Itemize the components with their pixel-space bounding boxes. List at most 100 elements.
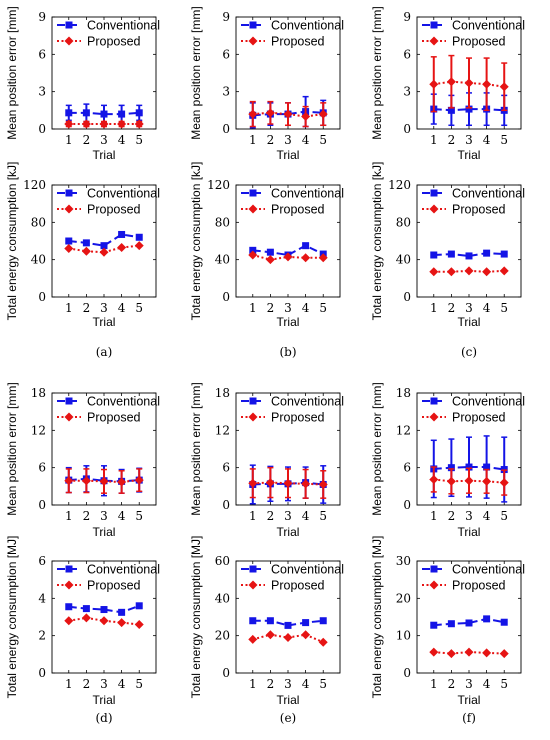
y-tick-label: 9 <box>222 10 230 24</box>
data-point <box>429 267 439 277</box>
data-point <box>248 109 258 119</box>
data-point <box>429 647 439 657</box>
x-tick-label: 1 <box>249 133 257 147</box>
x-tick-label: 3 <box>465 301 473 315</box>
legend-proposed-marker <box>429 204 439 214</box>
series-conventional <box>430 249 508 260</box>
series-conventional <box>249 617 327 629</box>
legend-proposed-label: Proposed <box>452 411 506 425</box>
y-tick-label: 0 <box>403 498 411 512</box>
x-tick-label: 4 <box>118 677 126 691</box>
legend-proposed-marker <box>64 204 74 214</box>
y-axis-label: Total energy consumption [MJ] <box>5 536 19 699</box>
data-point <box>64 476 74 486</box>
y-tick-label: 0 <box>38 666 46 680</box>
x-tick-label: 4 <box>302 133 310 147</box>
x-axis-label: Trial <box>277 693 300 707</box>
x-tick-label: 4 <box>118 133 126 147</box>
x-tick-label: 5 <box>135 133 143 147</box>
series-conventional <box>65 103 143 124</box>
panel-label: (a) <box>96 345 113 359</box>
data-point <box>446 476 456 486</box>
x-tick-label: 5 <box>135 509 143 523</box>
legend-conventional-label: Conventional <box>271 187 344 201</box>
data-point <box>135 602 143 610</box>
data-point <box>118 110 126 118</box>
data-point <box>135 109 143 117</box>
data-point <box>301 479 311 489</box>
data-point <box>465 463 473 471</box>
data-point <box>81 613 91 623</box>
panel-label: (b) <box>279 345 296 359</box>
x-tick-label: 1 <box>430 133 438 147</box>
x-tick-label: 3 <box>284 677 292 691</box>
y-tick-label: 6 <box>38 554 46 568</box>
data-point <box>64 119 74 129</box>
panel-label: (d) <box>95 711 112 725</box>
legend: Conventional Proposed <box>241 395 344 425</box>
x-tick-label: 3 <box>284 133 292 147</box>
data-point <box>465 619 473 627</box>
x-tick-label: 4 <box>483 677 491 691</box>
chart-panel-11: 0 20 40 60 1 2 3 4 5 Trial Total energy consumptio… <box>189 536 344 707</box>
legend-proposed-label: Proposed <box>271 411 325 425</box>
data-point <box>482 267 492 277</box>
x-tick-label: 3 <box>465 133 473 147</box>
legend-conventional-marker <box>65 189 73 197</box>
data-point <box>318 109 328 119</box>
legend-proposed-marker <box>429 580 439 590</box>
legend-conventional-label: Conventional <box>87 19 160 33</box>
legend-conventional-label: Conventional <box>452 395 525 409</box>
series-conventional <box>65 230 143 250</box>
data-point <box>249 617 257 625</box>
conventional-line <box>252 244 324 257</box>
data-point <box>284 621 292 629</box>
data-point <box>319 617 327 625</box>
data-point <box>117 477 127 487</box>
x-tick-label: 3 <box>100 509 108 523</box>
y-tick-label: 18 <box>31 386 46 400</box>
chart-panel-12: 0 10 20 30 1 2 3 4 5 Trial Total energy consumptio… <box>370 536 525 707</box>
legend-proposed-marker <box>64 412 74 422</box>
data-point <box>499 266 509 276</box>
data-point <box>100 606 108 614</box>
series-proposed <box>64 613 144 629</box>
y-axis-label: Total energy consumption [MJ] <box>189 536 203 699</box>
data-point <box>99 247 109 257</box>
y-tick-label: 60 <box>215 554 230 568</box>
x-tick-label: 2 <box>448 301 456 315</box>
y-tick-label: 6 <box>38 461 46 475</box>
x-axis-label: Trial <box>93 693 116 707</box>
legend: Conventional Proposed <box>422 19 525 49</box>
data-point <box>82 605 90 613</box>
legend-conventional-marker <box>249 565 257 573</box>
y-tick-label: 40 <box>31 253 46 267</box>
y-tick-label: 120 <box>207 178 230 192</box>
series-proposed <box>64 468 144 494</box>
x-tick-label: 3 <box>100 301 108 315</box>
legend: Conventional Proposed <box>57 187 160 217</box>
legend-conventional-marker <box>249 397 257 405</box>
proposed-line <box>252 481 324 486</box>
legend-proposed-marker <box>64 580 74 590</box>
x-tick-label: 1 <box>65 509 73 523</box>
chart-panel-5: 0 40 80 120 1 2 3 4 5 Trial Total energy consumpti… <box>189 162 344 329</box>
x-tick-label: 1 <box>65 133 73 147</box>
x-tick-label: 5 <box>500 133 508 147</box>
y-tick-label: 120 <box>388 178 411 192</box>
x-tick-label: 2 <box>83 509 91 523</box>
proposed-line <box>433 651 505 655</box>
data-point <box>100 242 108 250</box>
chart-panel-4: 0 40 80 120 1 2 3 4 5 Trial Total energy consumpti… <box>5 162 160 329</box>
series-proposed <box>429 466 509 496</box>
proposed-line <box>433 269 505 273</box>
legend-proposed-label: Proposed <box>87 35 141 49</box>
y-axis-label: Mean position error [mm] <box>5 6 19 139</box>
data-point <box>248 478 258 488</box>
y-tick-label: 40 <box>215 253 230 267</box>
data-point <box>446 77 456 87</box>
data-point <box>447 464 455 472</box>
legend-conventional-label: Conventional <box>452 187 525 201</box>
data-point <box>464 78 474 88</box>
